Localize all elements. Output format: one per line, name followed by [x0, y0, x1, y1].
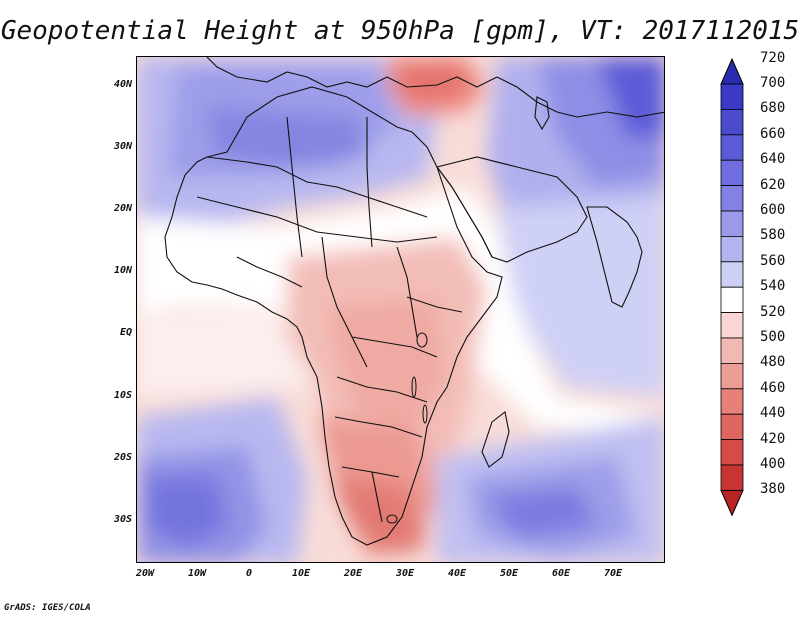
colorbar-box — [720, 464, 744, 491]
colorbar-box — [720, 337, 744, 364]
lon-label: 30E — [395, 568, 415, 579]
colorbar-box — [720, 210, 744, 237]
lat-label: 40N — [113, 79, 132, 90]
colorbar-box — [720, 413, 744, 441]
colorbar-box — [720, 362, 744, 390]
lat-label: 10S — [113, 390, 132, 401]
lat-label: 20S — [113, 452, 132, 463]
colorbar-tick-label: 480 — [760, 354, 786, 371]
lat-label: 20N — [113, 203, 132, 214]
colorbar-tick-label: 420 — [760, 430, 786, 447]
colorbar-tick-label: 720 — [760, 49, 786, 66]
colorbar-tick-label: 620 — [760, 176, 786, 193]
lakes — [386, 332, 428, 524]
colorbar-box — [720, 235, 744, 263]
colorbar-box — [720, 83, 744, 110]
lon-label: 40E — [447, 568, 467, 579]
lon-label: 0 — [245, 568, 253, 579]
colorbar-tick-label: 440 — [760, 405, 786, 422]
lon-label: 10W — [187, 568, 207, 579]
colorbar-top-triangle — [720, 58, 744, 85]
lat-label: 30S — [113, 514, 132, 525]
lon-label: 20W — [135, 568, 155, 579]
colorbar-tick-label: 660 — [760, 125, 786, 142]
colorbar-box — [720, 159, 744, 186]
colorbar-tick-label: 640 — [760, 151, 786, 168]
lon-label: 60E — [551, 568, 571, 579]
colorbar-tick-label: 380 — [760, 481, 786, 498]
colorbar-box — [720, 439, 744, 466]
colorbar-bottom-triangle — [720, 489, 744, 517]
colorbar-tick-label: 580 — [760, 227, 786, 244]
colorbar-box — [720, 286, 744, 313]
colorbar-box — [720, 388, 744, 415]
lat-label: EQ — [119, 327, 132, 338]
map-title: Geopotential Height at 950hPa [gpm], VT:… — [0, 16, 800, 46]
map-panel — [136, 56, 665, 563]
lon-label: 50E — [499, 568, 519, 579]
colorbar-tick-label: 460 — [760, 379, 786, 396]
colorbar-box — [720, 312, 744, 339]
footer-credit: GrADS: IGES/COLA — [4, 603, 91, 613]
colorbar-tick-label: 540 — [760, 278, 786, 295]
lon-label: 20E — [343, 568, 363, 579]
colorbar-tick-label: 560 — [760, 252, 786, 269]
lon-label: 10E — [291, 568, 311, 579]
colorbar-tick-label: 400 — [760, 456, 786, 472]
colorbar — [720, 58, 744, 517]
colorbar-box — [720, 185, 744, 212]
colorbar-tick-label: 680 — [760, 100, 786, 117]
colorbar-tick-label: 500 — [760, 329, 786, 345]
geopotential-field — [137, 57, 664, 562]
lat-label: 30N — [113, 141, 132, 152]
colorbar-tick-label: 700 — [760, 75, 786, 91]
colorbar-box — [720, 134, 744, 161]
colorbar-box — [720, 109, 744, 136]
coastlines — [164, 57, 664, 546]
lon-label: 70E — [603, 568, 623, 579]
lat-label: 10N — [113, 265, 132, 276]
colorbar-tick-label: 520 — [760, 303, 786, 320]
colorbar-box — [720, 261, 744, 288]
colorbar-tick-label: 600 — [760, 202, 786, 218]
